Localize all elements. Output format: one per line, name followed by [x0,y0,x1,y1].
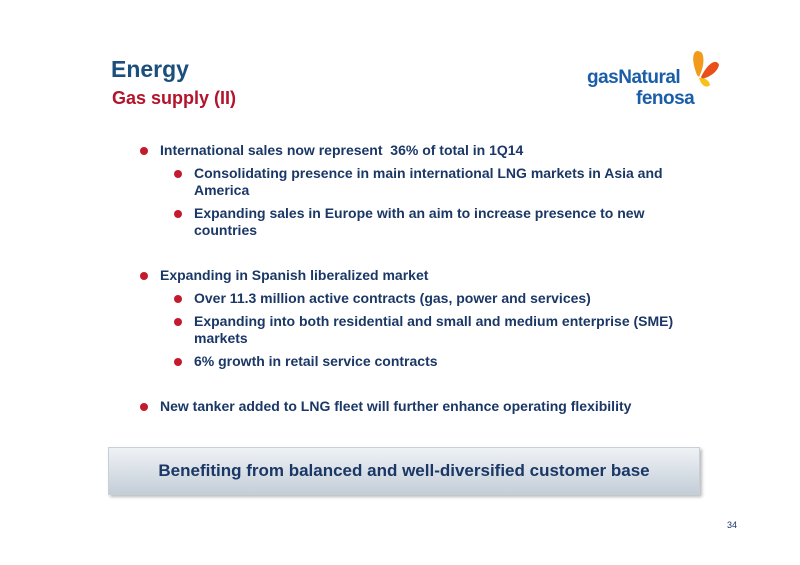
bullet-text: Expanding in Spanish liberalized market [160,267,429,283]
bullet-dot [140,147,148,155]
bullet-text: New tanker added to LNG fleet will furth… [160,398,632,414]
sub-bullet-dot [174,318,182,326]
sub-bullet-dot [174,358,182,366]
sub-bullet-dot [174,295,182,303]
callout-box: Benefiting from balanced and well-divers… [108,447,700,495]
sub-bullet-text: Over 11.3 million active contracts (gas,… [194,290,591,306]
slide-title: Energy [111,56,189,82]
sub-bullet-text: Consolidating presence in main internati… [194,165,666,198]
logo-line2: fenosa [636,88,695,109]
sub-bullet-dot [174,170,182,178]
sub-bullet-text: Expanding sales in Europe with an aim to… [194,205,649,238]
sub-bullet-text: Expanding into both residential and smal… [194,313,678,346]
bullet-text: International sales now represent 36% of… [160,142,524,158]
sub-bullet-text: 6% growth in retail service contracts [194,353,438,369]
logo: gasNatural fenosa [587,51,719,109]
sub-bullet-dot [174,210,182,218]
callout-text: Benefiting from balanced and well-divers… [158,461,650,480]
page-number: 34 [727,520,738,530]
bullet-dot [140,403,148,411]
logo-line1: gasNatural [587,67,680,88]
slide-subtitle: Gas supply (II) [112,88,237,108]
butterfly [693,51,719,87]
bullet-dot [140,272,148,280]
